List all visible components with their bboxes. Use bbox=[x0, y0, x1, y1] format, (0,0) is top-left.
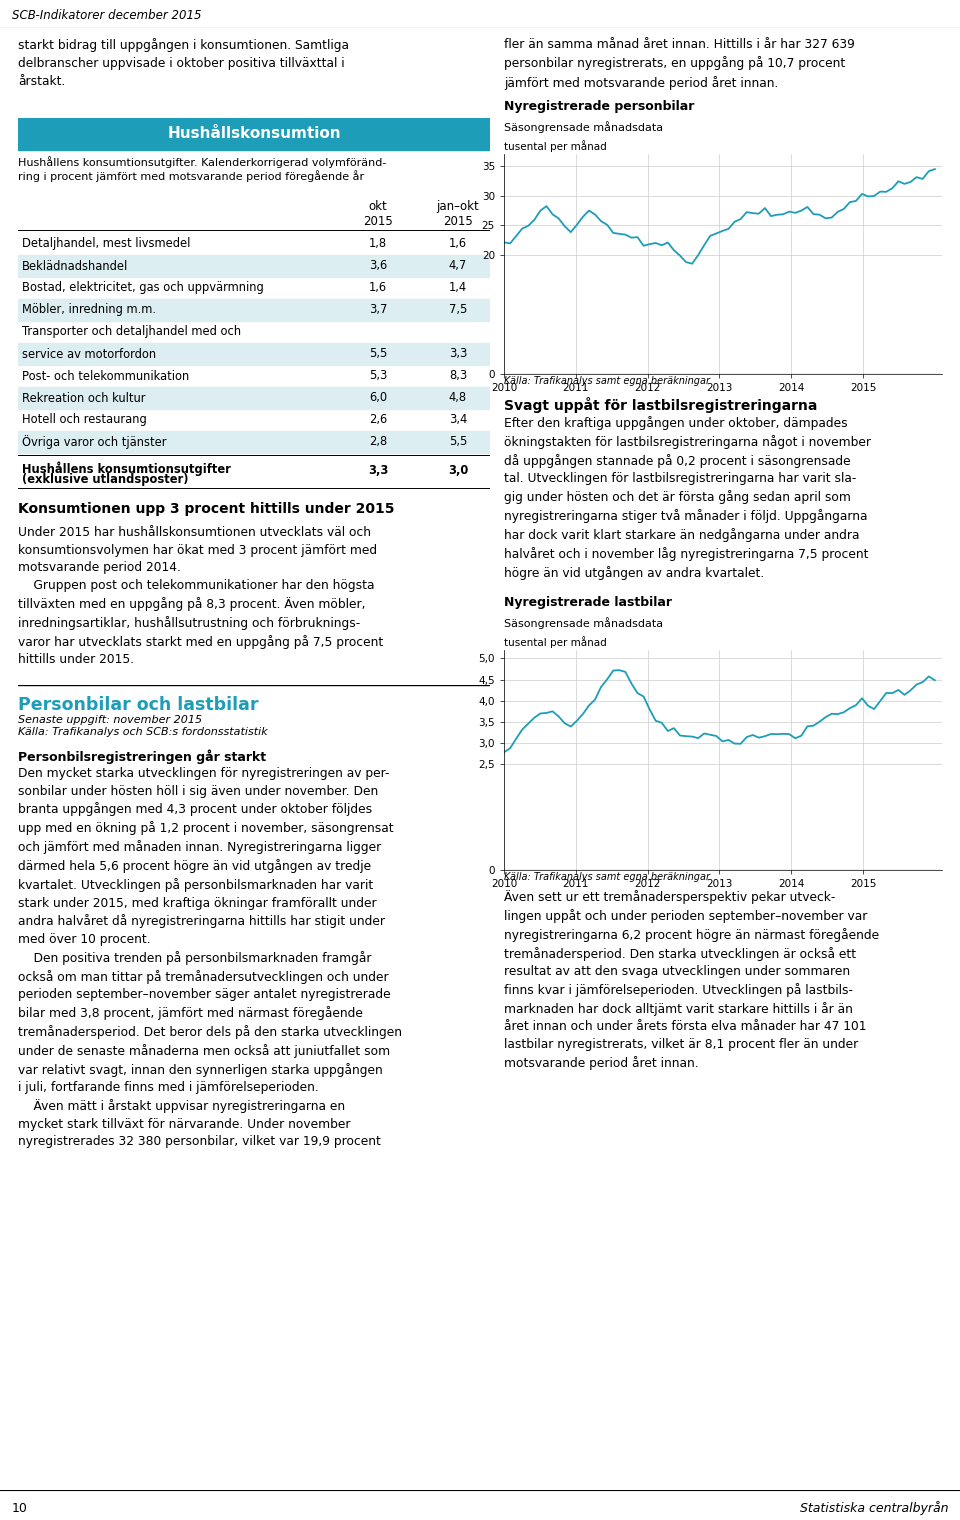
Text: 4,8: 4,8 bbox=[449, 392, 468, 404]
Text: Säsongrensade månadsdata: Säsongrensade månadsdata bbox=[504, 617, 663, 629]
Text: 3,7: 3,7 bbox=[369, 304, 387, 316]
Text: Källa: Trafikanalys samt egna beräkningar: Källa: Trafikanalys samt egna beräkninga… bbox=[504, 872, 710, 882]
Text: 4,7: 4,7 bbox=[449, 260, 468, 272]
Text: Svagt uppåt för lastbilsregistreringarna: Svagt uppåt för lastbilsregistreringarna bbox=[504, 397, 817, 413]
Text: 8,3: 8,3 bbox=[449, 369, 468, 383]
Text: 1,4: 1,4 bbox=[449, 281, 468, 295]
Text: 3,3: 3,3 bbox=[368, 464, 388, 476]
Text: 3,0: 3,0 bbox=[448, 464, 468, 476]
Text: 2015: 2015 bbox=[363, 214, 393, 228]
Text: 3,3: 3,3 bbox=[449, 348, 468, 360]
Text: Efter den kraftiga uppgången under oktober, dämpades
ökningstakten för lastbilsr: Efter den kraftiga uppgången under oktob… bbox=[504, 416, 871, 579]
Text: 3,4: 3,4 bbox=[449, 413, 468, 427]
Text: okt: okt bbox=[369, 201, 388, 213]
Text: service av motorfordon: service av motorfordon bbox=[22, 348, 156, 360]
Text: Hushållens konsumtionsutgifter. Kalenderkorrigerad volymföränd-
ring i procent j: Hushållens konsumtionsutgifter. Kalender… bbox=[18, 157, 386, 182]
Text: Transporter och detaljhandel med och: Transporter och detaljhandel med och bbox=[22, 325, 241, 339]
Text: Detaljhandel, mest livsmedel: Detaljhandel, mest livsmedel bbox=[22, 237, 190, 251]
Text: Nyregistrerade personbilar: Nyregistrerade personbilar bbox=[504, 100, 694, 112]
Text: 5,3: 5,3 bbox=[369, 369, 387, 383]
Text: 10: 10 bbox=[12, 1502, 28, 1514]
Text: Hushållskonsumtion: Hushållskonsumtion bbox=[167, 126, 341, 141]
Bar bbox=[18, 432, 490, 453]
Bar bbox=[18, 119, 490, 150]
Text: 1,8: 1,8 bbox=[369, 237, 387, 251]
Text: Hotell och restaurang: Hotell och restaurang bbox=[22, 413, 147, 427]
Text: jan–okt: jan–okt bbox=[437, 201, 479, 213]
Text: Rekreation och kultur: Rekreation och kultur bbox=[22, 392, 146, 404]
Text: 5,5: 5,5 bbox=[449, 436, 468, 448]
Text: Även sett ur ett tremånadersperspektiv pekar utveck-
lingen uppåt och under peri: Även sett ur ett tremånadersperspektiv p… bbox=[504, 891, 879, 1070]
Text: 1,6: 1,6 bbox=[449, 237, 468, 251]
Text: Den mycket starka utvecklingen för nyregistreringen av per-
sonbilar under höste: Den mycket starka utvecklingen för nyreg… bbox=[18, 768, 402, 1148]
Text: 6,0: 6,0 bbox=[369, 392, 387, 404]
Text: 3,6: 3,6 bbox=[369, 260, 387, 272]
Text: 7,5: 7,5 bbox=[449, 304, 468, 316]
Text: Statistiska centralbyrån: Statistiska centralbyrån bbox=[800, 1502, 948, 1515]
Bar bbox=[18, 388, 490, 409]
Text: 1,6: 1,6 bbox=[369, 281, 387, 295]
Text: Post- och telekommunikation: Post- och telekommunikation bbox=[22, 369, 189, 383]
Bar bbox=[18, 255, 490, 277]
Text: fler än samma månad året innan. Hittills i år har 327 639
personbilar nyregistre: fler än samma månad året innan. Hittills… bbox=[504, 38, 854, 90]
Text: Källa: Trafikanalys samt egna beräkningar: Källa: Trafikanalys samt egna beräkninga… bbox=[504, 375, 710, 386]
Text: Konsumtionen upp 3 procent hittills under 2015: Konsumtionen upp 3 procent hittills unde… bbox=[18, 502, 395, 515]
Text: Beklädnadshandel: Beklädnadshandel bbox=[22, 260, 129, 272]
Text: Under 2015 har hushållskonsumtionen utvecklats väl och
konsumtionsvolymen har ök: Under 2015 har hushållskonsumtionen utve… bbox=[18, 526, 383, 666]
Bar bbox=[18, 299, 490, 321]
Text: 2,8: 2,8 bbox=[369, 436, 387, 448]
Text: Hushållens konsumtionsutgifter: Hushållens konsumtionsutgifter bbox=[22, 461, 230, 476]
Text: tusental per månad: tusental per månad bbox=[504, 635, 607, 648]
Text: Övriga varor och tjänster: Övriga varor och tjänster bbox=[22, 435, 166, 448]
Text: 5,5: 5,5 bbox=[369, 348, 387, 360]
Text: Personbilsregistreringen går starkt: Personbilsregistreringen går starkt bbox=[18, 749, 266, 765]
Text: Bostad, elektricitet, gas och uppvärmning: Bostad, elektricitet, gas och uppvärmnin… bbox=[22, 281, 264, 295]
Bar bbox=[18, 344, 490, 365]
Text: Möbler, inredning m.m.: Möbler, inredning m.m. bbox=[22, 304, 156, 316]
Text: Nyregistrerade lastbilar: Nyregistrerade lastbilar bbox=[504, 596, 672, 610]
Text: starkt bidrag till uppgången i konsumtionen. Samtliga
delbranscher uppvisade i o: starkt bidrag till uppgången i konsumtio… bbox=[18, 38, 349, 88]
Text: Personbilar och lastbilar: Personbilar och lastbilar bbox=[18, 696, 258, 713]
Text: 2015: 2015 bbox=[444, 214, 473, 228]
Text: SCB-Indikatorer december 2015: SCB-Indikatorer december 2015 bbox=[12, 9, 201, 21]
Text: 2,6: 2,6 bbox=[369, 413, 387, 427]
Text: Säsongrensade månadsdata: Säsongrensade månadsdata bbox=[504, 122, 663, 132]
Text: tusental per månad: tusental per månad bbox=[504, 140, 607, 152]
Text: Senaste uppgift: november 2015
Källa: Trafikanalys och SCB:s fordonsstatistik: Senaste uppgift: november 2015 Källa: Tr… bbox=[18, 714, 268, 737]
Text: (exklusive utlandsposter): (exklusive utlandsposter) bbox=[22, 473, 188, 486]
